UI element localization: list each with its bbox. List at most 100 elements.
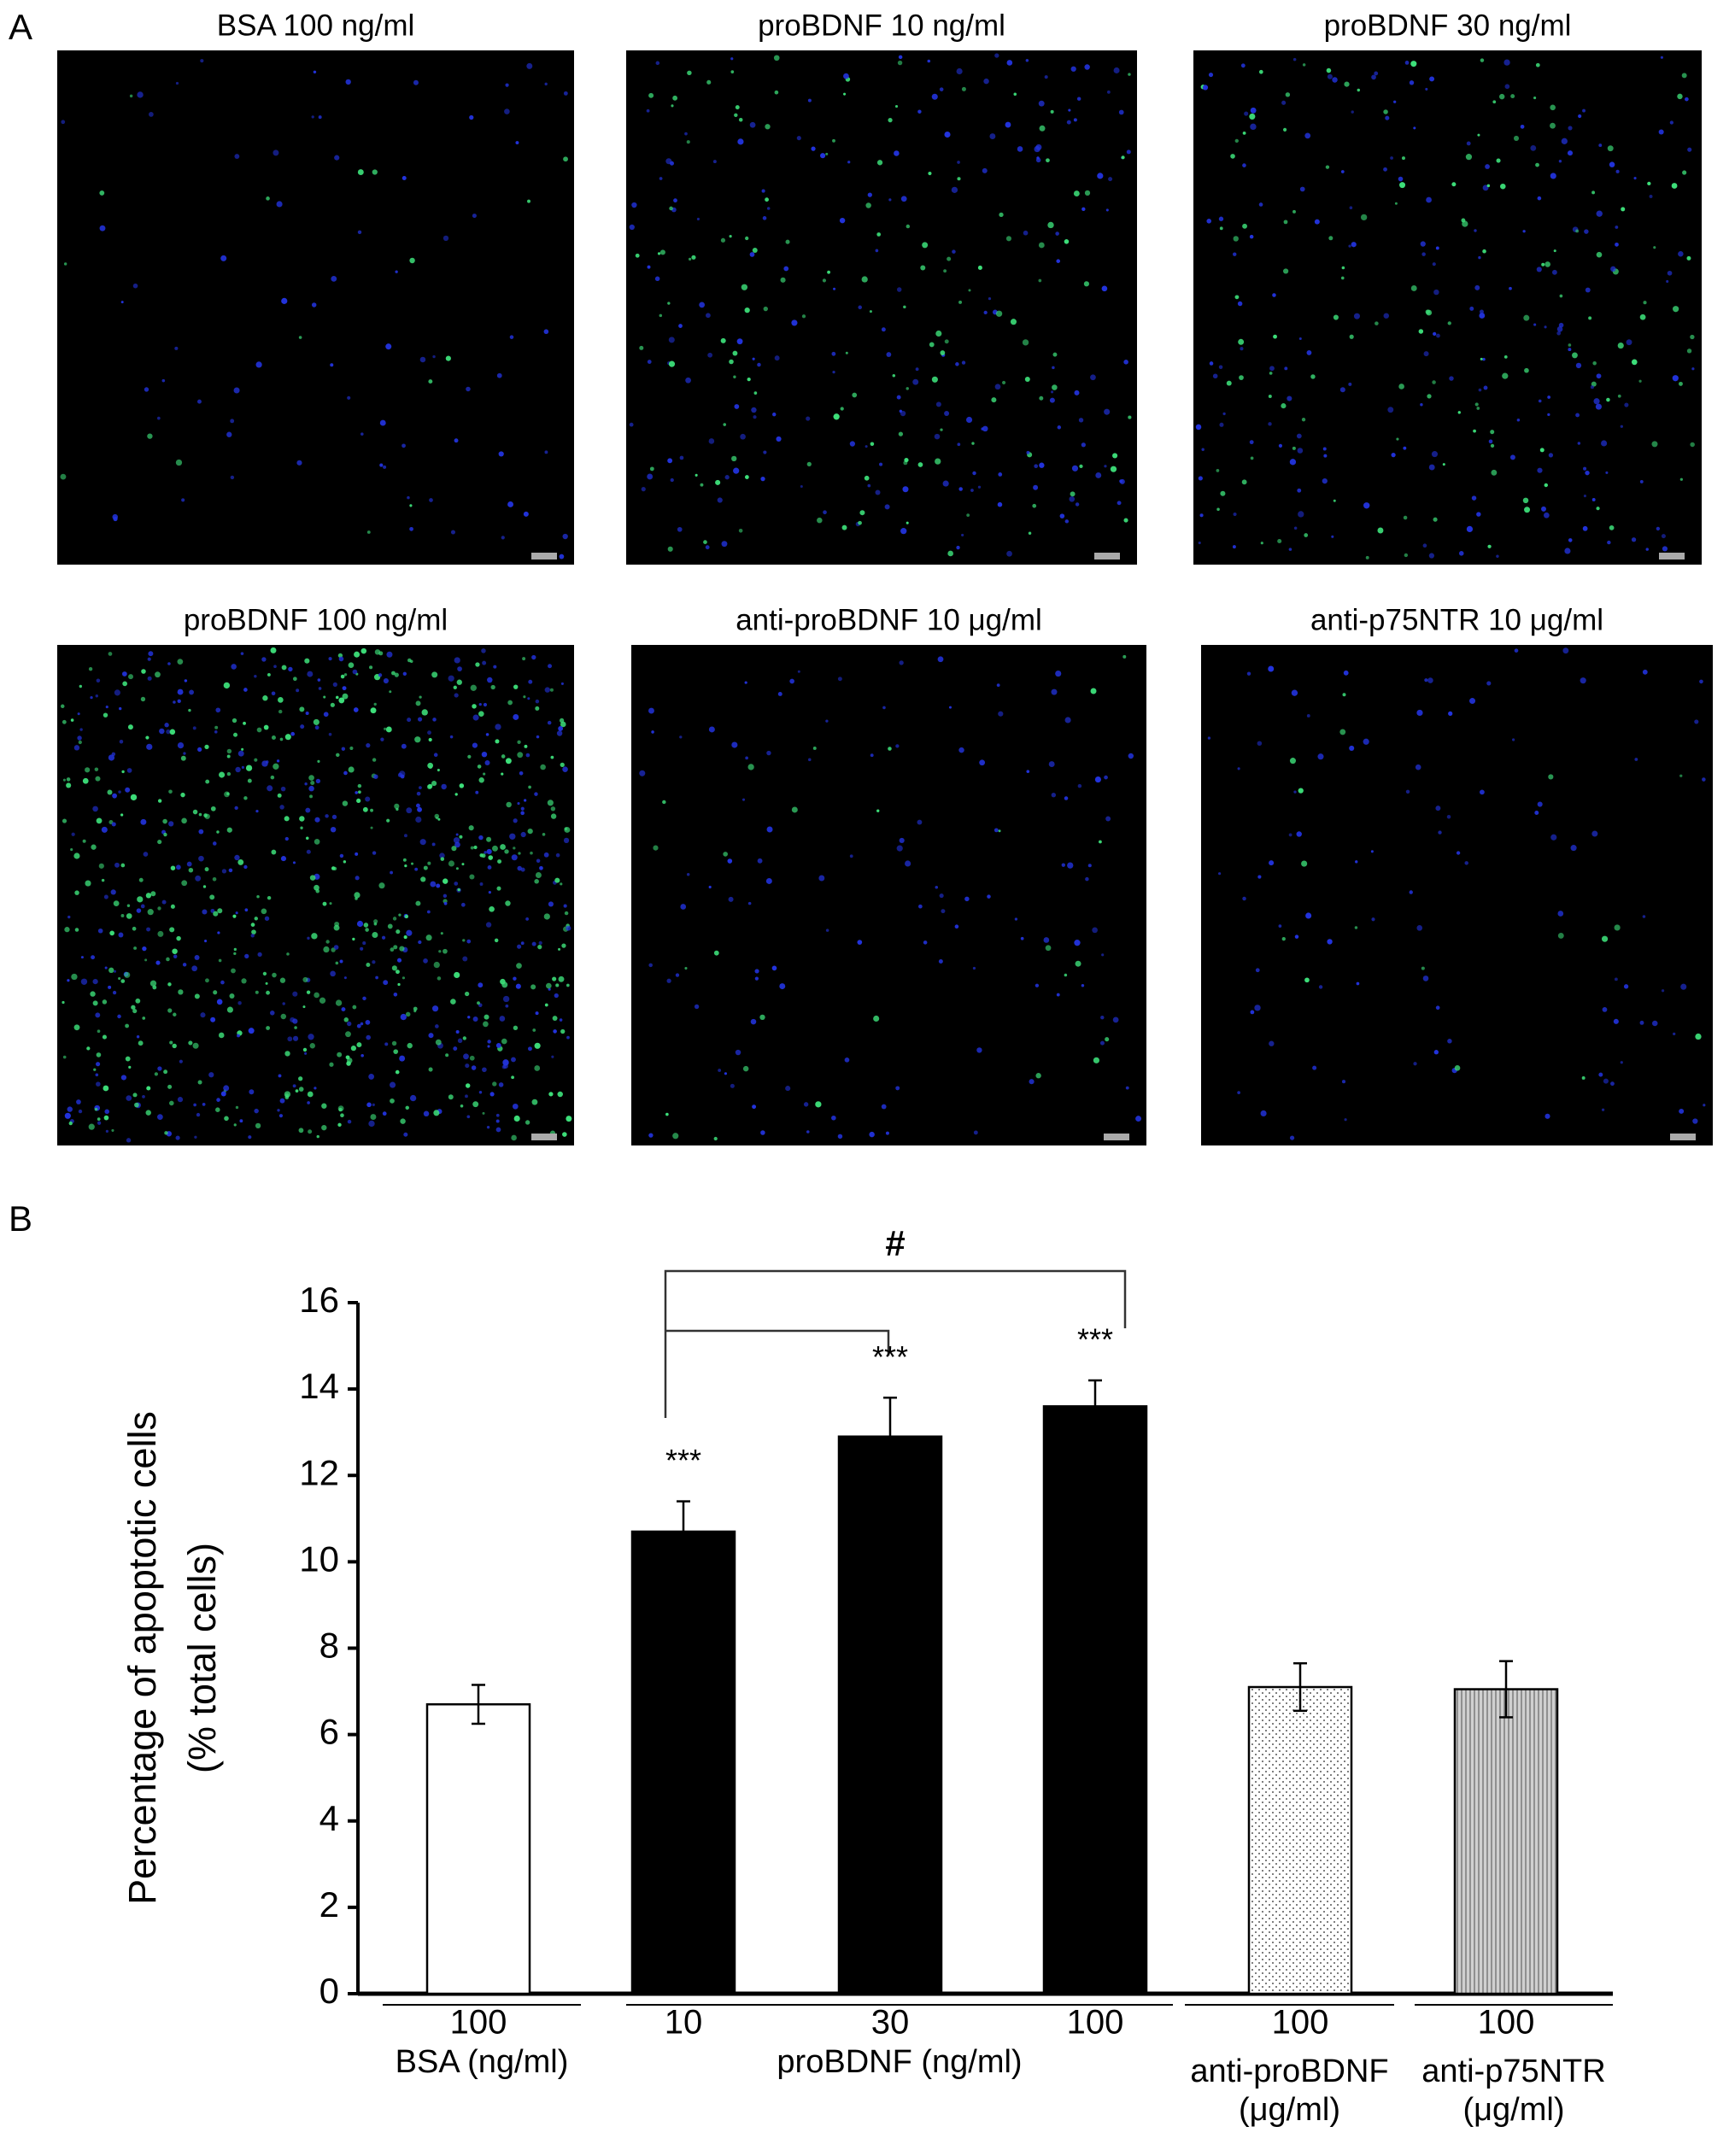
cell-dot: [355, 791, 359, 794]
y-tick-label: 0: [319, 1971, 339, 2011]
cell-dot: [1410, 61, 1417, 67]
cell-dot: [1195, 424, 1202, 431]
cell-dot: [1076, 97, 1081, 101]
cell-dot: [194, 954, 200, 960]
cell-dot: [1069, 495, 1076, 502]
cell-dot: [1051, 688, 1058, 695]
cell-dot: [372, 169, 378, 175]
cell-dot: [80, 978, 88, 985]
cell-dot: [138, 1040, 144, 1046]
cell-dot: [1446, 814, 1451, 819]
cell-dot: [1433, 331, 1437, 337]
cell-dot: [1292, 209, 1296, 214]
cell-dot: [307, 936, 310, 940]
cell-dot: [1660, 56, 1663, 59]
cell-dot: [472, 1016, 478, 1022]
cell-dot: [520, 831, 526, 838]
cell-dot: [1476, 512, 1481, 517]
cell-dot: [140, 696, 146, 702]
cell-dot: [71, 832, 75, 836]
cell-dot: [419, 786, 422, 789]
cell-dot: [996, 683, 1000, 687]
cell-dot: [776, 436, 782, 442]
cell-dot: [727, 858, 733, 864]
cell-dot: [1409, 890, 1413, 894]
cell-dot: [294, 1026, 297, 1029]
cell-dot: [923, 940, 928, 945]
cell-dot: [947, 256, 952, 261]
cell-dot: [1272, 293, 1276, 297]
cell-dot: [210, 1016, 216, 1022]
cell-dot: [1582, 525, 1588, 531]
cell-dot: [439, 852, 445, 858]
cell-dot: [495, 1043, 501, 1048]
micrograph: [1193, 50, 1702, 565]
cell-dot: [881, 327, 886, 332]
cell-dot: [97, 1117, 101, 1122]
cell-dot: [1296, 831, 1302, 837]
cell-dot: [194, 1135, 197, 1139]
cell-dot: [155, 671, 161, 678]
cell-dot: [957, 177, 961, 181]
cell-dot: [1687, 147, 1692, 152]
cell-dot: [666, 978, 671, 983]
cell-dot: [104, 1109, 109, 1115]
cell-dot: [1077, 783, 1082, 788]
cell-dot: [752, 1104, 757, 1110]
cell-dot: [1679, 381, 1683, 386]
cell-dot: [749, 252, 755, 257]
cell-dot: [965, 416, 973, 424]
cell-dot: [148, 112, 154, 117]
cell-dot: [672, 1133, 679, 1140]
cell-dot: [484, 759, 490, 765]
cell-dot: [62, 818, 67, 823]
cell-dot: [1626, 339, 1632, 346]
cell-dot: [1067, 862, 1074, 869]
cell-dot: [1615, 242, 1619, 247]
cell-dot: [478, 702, 482, 706]
cell-dot: [1209, 361, 1214, 366]
cell-dot: [290, 731, 296, 736]
cell-dot: [469, 874, 475, 880]
cell-dot: [79, 728, 83, 731]
cell-dot: [1341, 1080, 1346, 1084]
cell-dot: [561, 943, 566, 948]
panel-label: A: [9, 7, 32, 47]
cell-dot: [875, 249, 879, 253]
cell-dot: [894, 104, 899, 108]
cell-dot: [184, 679, 188, 683]
cell-dot: [429, 498, 433, 502]
cell-dot: [454, 882, 459, 886]
cell-dot: [145, 735, 149, 740]
cell-dot: [525, 1120, 530, 1125]
cell-dot: [1293, 526, 1298, 530]
cell-dot: [686, 140, 690, 144]
cell-dot: [483, 702, 488, 707]
cell-dot: [1371, 917, 1375, 922]
cell-dot: [186, 861, 192, 867]
cell-dot: [1250, 456, 1254, 460]
cell-dot: [672, 95, 678, 101]
cell-dot: [1426, 196, 1432, 203]
cell-dot: [875, 489, 881, 495]
cell-dot: [406, 929, 413, 936]
cell-dot: [195, 875, 202, 882]
cell-dot: [270, 775, 275, 780]
cell-dot: [707, 352, 713, 358]
cell-dot: [1433, 517, 1438, 522]
cell-dot: [1055, 670, 1062, 677]
cell-dot: [1198, 541, 1201, 545]
cell-dot: [237, 1001, 242, 1005]
cell-dot: [1479, 309, 1484, 314]
cell-dot: [112, 793, 117, 799]
cell-dot: [942, 480, 949, 487]
cell-dot: [1305, 912, 1312, 919]
cell-dot: [440, 932, 443, 935]
cell-dot: [1620, 425, 1623, 428]
x-tick-label: 100: [1067, 2004, 1124, 2042]
bar: [1247, 1685, 1353, 1995]
cell-dot: [1026, 770, 1030, 774]
cell-dot: [861, 276, 868, 283]
cell-dot: [437, 976, 442, 981]
cell-dot: [1244, 111, 1249, 116]
